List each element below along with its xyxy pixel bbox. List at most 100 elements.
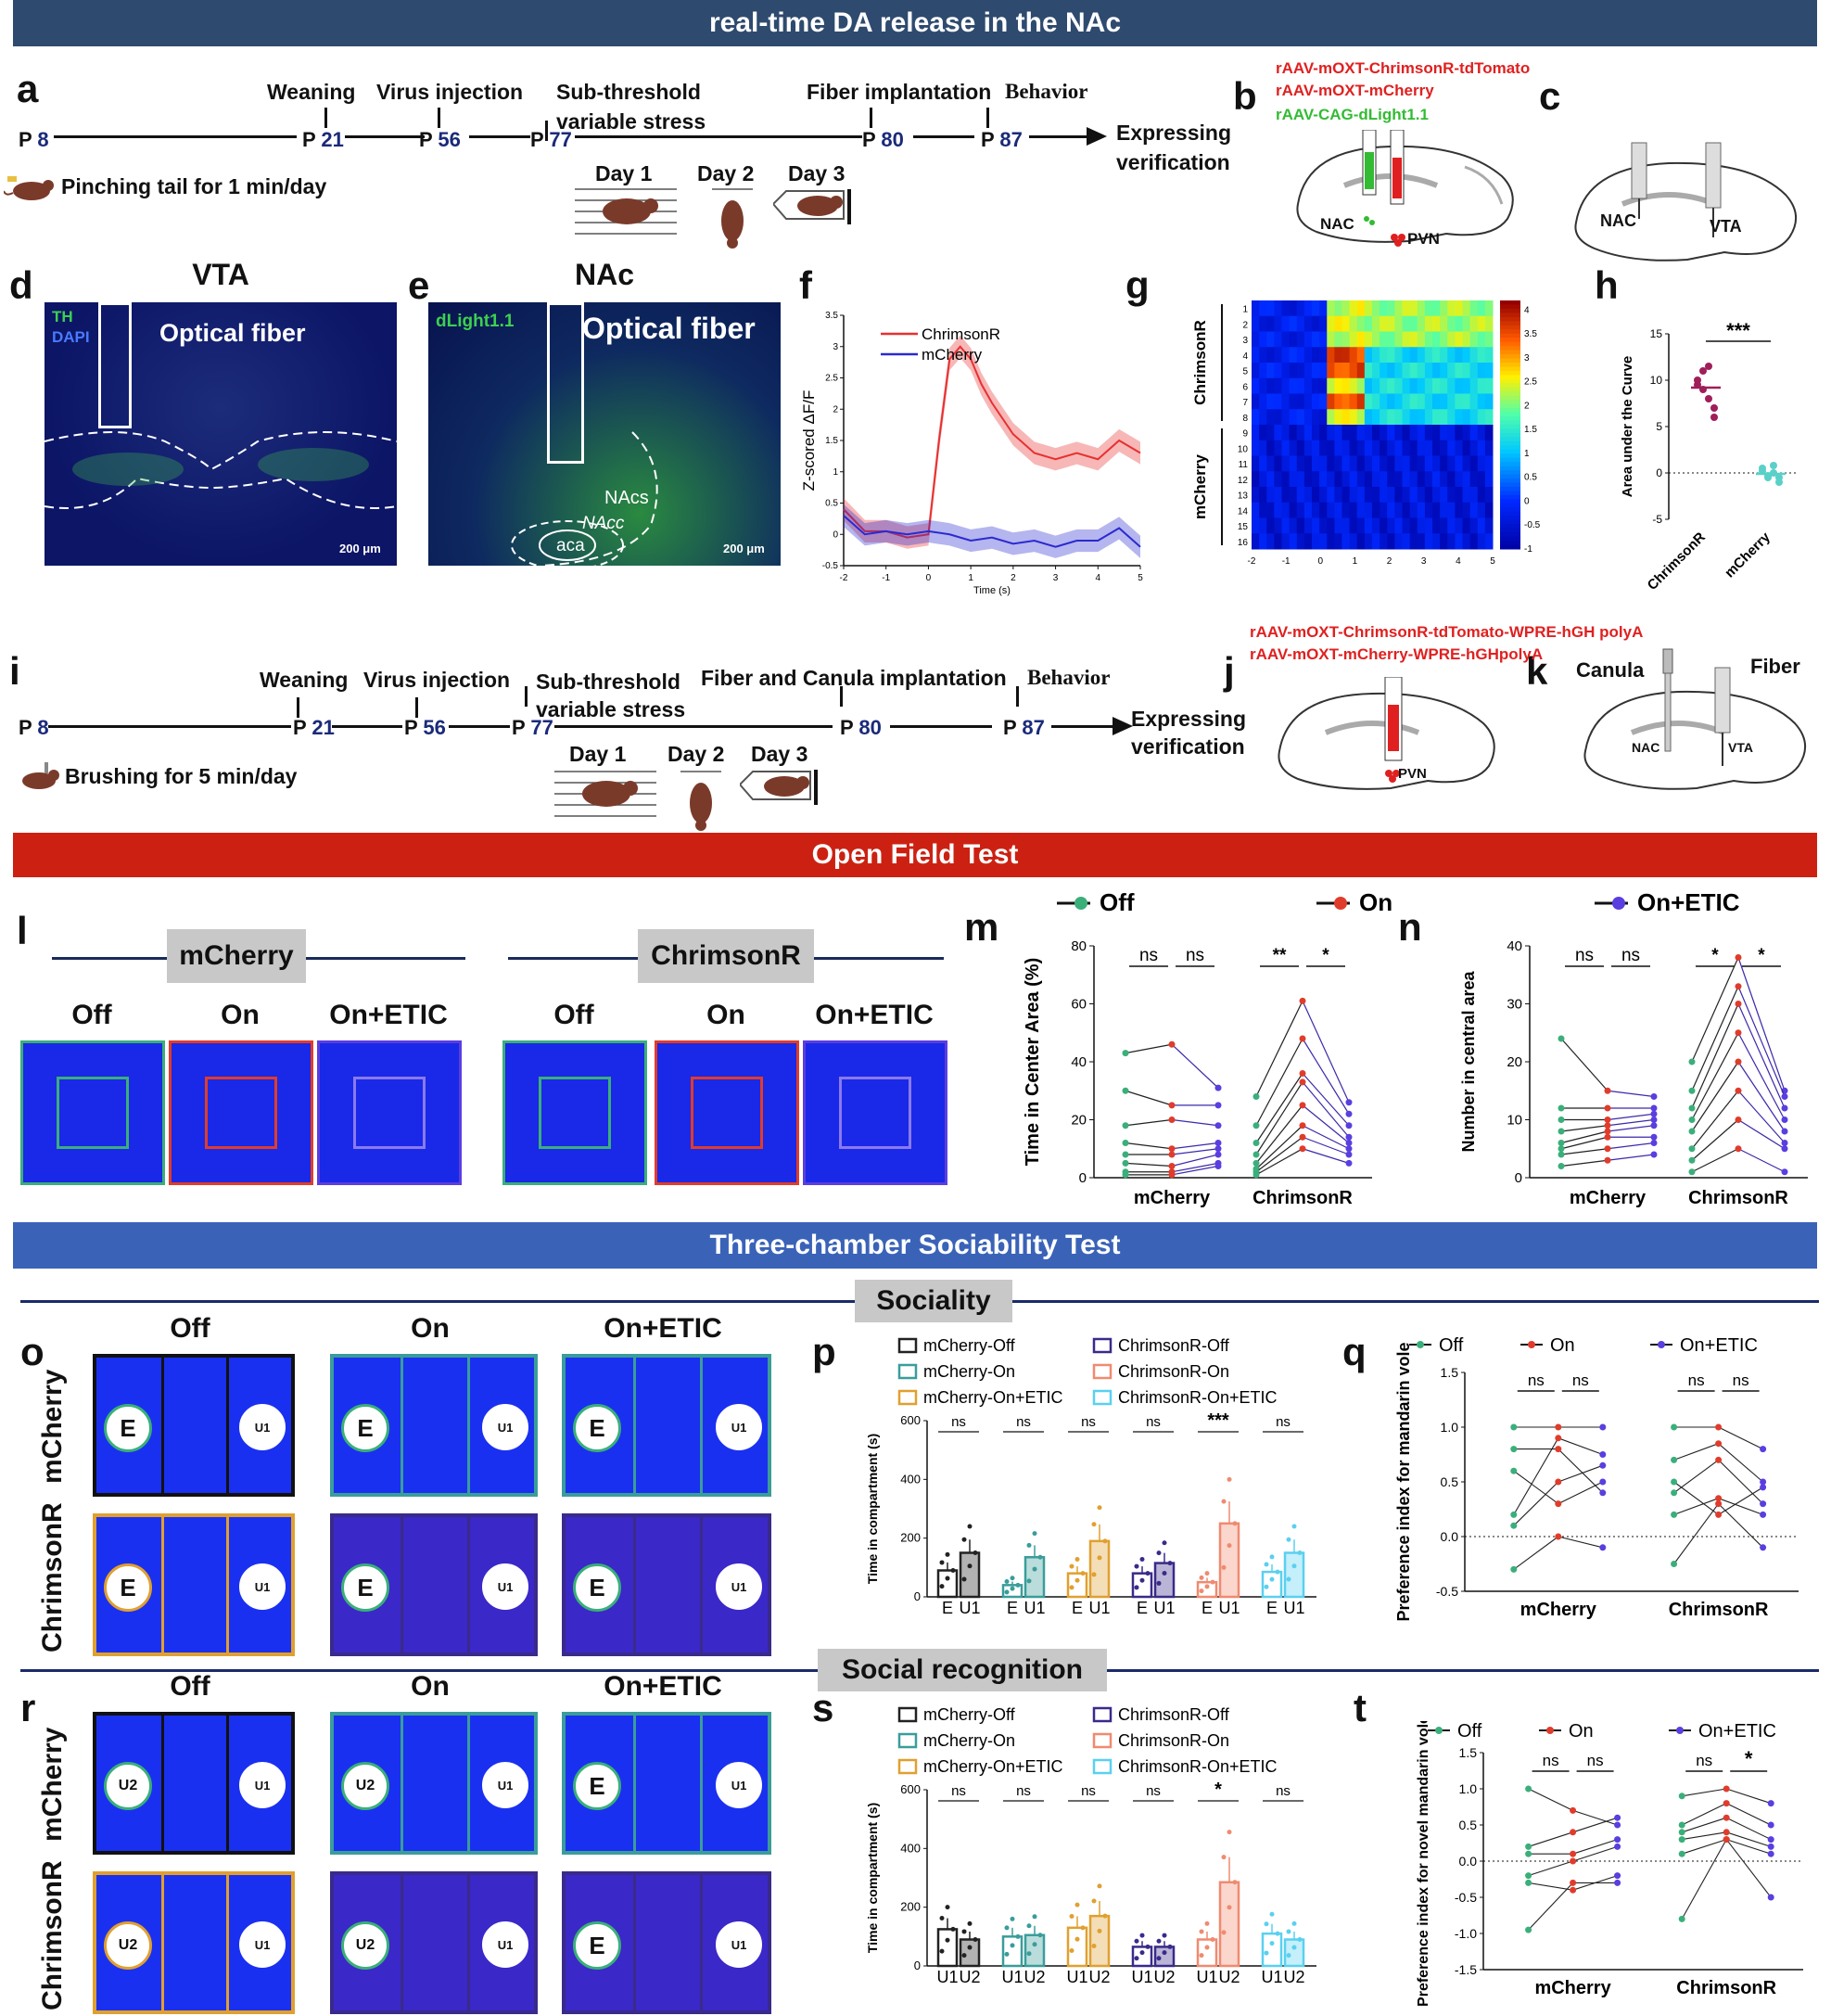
pair-point-off <box>1558 1145 1565 1153</box>
stage-virus-i: Virus injection <box>363 668 511 692</box>
pref-point-etic <box>1760 1511 1767 1518</box>
g-cell <box>1303 440 1313 456</box>
g-cell <box>1409 487 1418 504</box>
g-cell <box>1296 393 1305 410</box>
chart-s-point <box>1032 1942 1037 1947</box>
g-cell <box>1274 409 1282 426</box>
f-legend-1: mCherry <box>922 346 983 364</box>
brain-diagram-j <box>1278 677 1495 790</box>
chart-p-legend-swatch <box>897 1337 918 1354</box>
g-cell <box>1303 471 1313 488</box>
chart-p: mCherry-Off ChrimsonR-Off mCherry-On Chrims… <box>865 1336 1316 1617</box>
chart-p-point <box>1134 1563 1139 1569</box>
g-colorbar-cell <box>1500 420 1520 426</box>
g-cell <box>1462 363 1471 379</box>
day-i-p21: P 21 <box>293 716 335 739</box>
g-cell <box>1327 393 1335 410</box>
g-cell <box>1455 533 1463 550</box>
f-ytick: 2 <box>833 404 838 415</box>
g-colorbar-cell <box>1500 491 1520 496</box>
panel-label-m: m <box>964 905 999 949</box>
pref-line <box>1558 1464 1603 1483</box>
g-cell <box>1341 300 1351 317</box>
day-i-p8: P 8 <box>19 716 49 739</box>
chart-t-legend-0: Off <box>1457 1721 1482 1742</box>
g-cell <box>1372 409 1380 426</box>
g-cell <box>1417 409 1426 426</box>
chart-p-point <box>961 1576 967 1582</box>
f-ylabel: Z-scored ΔF/F <box>800 390 818 491</box>
pair-point-off <box>1558 1116 1565 1123</box>
brain-diagram-b <box>1296 130 1514 247</box>
chart-n-ytick: 30 <box>1507 997 1522 1013</box>
g-cell <box>1484 331 1494 348</box>
g-cell <box>1281 331 1291 348</box>
pref-point-etic <box>1599 1478 1607 1486</box>
legend-mn-dot <box>1612 897 1625 910</box>
g-cell <box>1289 440 1298 456</box>
pref-point-on <box>1570 1829 1577 1836</box>
g-cell <box>1409 502 1418 518</box>
g-cell <box>1296 533 1305 550</box>
h-ytick: 5 <box>1656 420 1662 433</box>
g-cell <box>1484 502 1494 518</box>
chart-p-point <box>1074 1577 1080 1583</box>
pref-line <box>1528 1882 1573 1931</box>
chamber-right-marker: U1 <box>716 1921 762 1968</box>
legend-mn-1: On <box>1359 888 1392 916</box>
g-cell <box>1266 363 1275 379</box>
pair-point-etic <box>1781 1128 1788 1135</box>
pair-line <box>1171 1162 1219 1173</box>
chamber-left-marker: U2 <box>104 1762 152 1810</box>
chart-s-point <box>1286 1929 1291 1934</box>
heatmap-mcherry-off <box>20 1040 165 1185</box>
f-ytick: 0.5 <box>825 499 838 509</box>
g-xtick: 2 <box>1387 556 1392 567</box>
legend-mn-2: On+ETIC <box>1637 888 1740 916</box>
chart-t-group-label: mCherry <box>1534 1978 1611 1998</box>
chart-s-point <box>1156 1938 1162 1944</box>
chart-s-point <box>1145 1944 1151 1949</box>
g-cell <box>1380 487 1388 504</box>
g-cell <box>1252 363 1260 379</box>
g-cell <box>1364 393 1373 410</box>
g-cell <box>1432 425 1441 441</box>
chart-m-significance: ns <box>1139 946 1158 965</box>
g-colorbar-cell <box>1500 524 1520 530</box>
pair-line <box>1737 1032 1786 1120</box>
pair-point-off <box>1558 1104 1565 1112</box>
pair-line <box>1302 1038 1350 1115</box>
g-colorbar-cell <box>1500 466 1520 471</box>
g-cell <box>1484 315 1494 332</box>
virus-j-2: rAAV-mOXT-mCherry-WPRE-hGHpolyA <box>1250 645 1544 663</box>
g-cell <box>1462 425 1471 441</box>
chart-s-point <box>1074 1936 1080 1942</box>
pref-point-off <box>1671 1489 1678 1497</box>
chart-p-point <box>1156 1550 1162 1556</box>
pair-point-etic <box>1345 1099 1353 1106</box>
g-cell <box>1312 517 1320 534</box>
chart-p-significance: ns <box>1081 1414 1096 1430</box>
g-cell <box>1303 533 1313 550</box>
region-pvn-j: PVN <box>1398 766 1427 782</box>
g-cell <box>1296 315 1305 332</box>
g-cell <box>1455 425 1463 441</box>
g-cell <box>1484 363 1494 379</box>
g-cell <box>1447 425 1456 441</box>
pair-line <box>1125 1162 1173 1167</box>
pair-line <box>1255 1038 1303 1127</box>
g-cell <box>1409 471 1418 488</box>
pair-line <box>1691 986 1739 1091</box>
pref-line <box>1725 1839 1772 1898</box>
g-colorbar-cell <box>1500 300 1520 305</box>
g-cell <box>1364 487 1373 504</box>
chart-s-ytick: 0 <box>914 1959 921 1972</box>
pref-point-on <box>1715 1511 1723 1518</box>
g-cell <box>1417 502 1426 518</box>
f-ytick: 3.5 <box>825 311 838 321</box>
chart-q-legend-1: On <box>1550 1335 1575 1356</box>
g-cell <box>1417 347 1426 364</box>
g-cell <box>1364 471 1373 488</box>
g-cell <box>1274 393 1282 410</box>
pref-point-on <box>1570 1806 1577 1814</box>
